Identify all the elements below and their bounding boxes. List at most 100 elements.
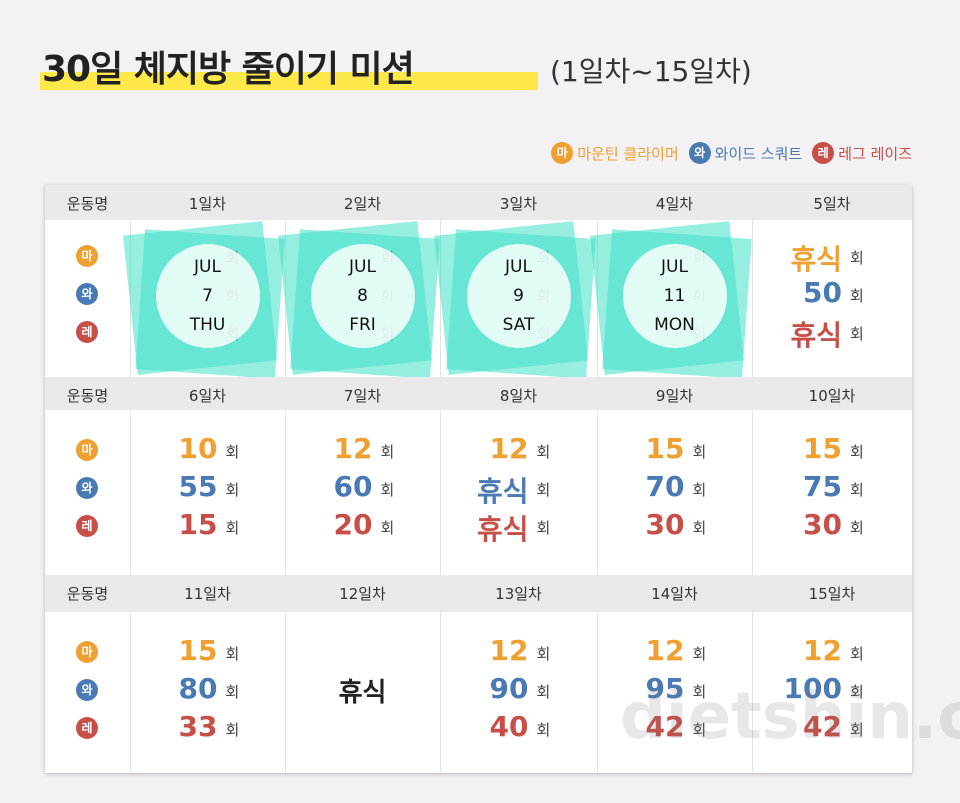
unit: 회 [536,443,551,461]
day-header: 12일차 [339,585,386,603]
unit: 회 [850,325,864,343]
count: 12 [803,634,842,667]
header-cell: 운동명 [66,195,109,213]
legend-label: 와이드 스쿼트 [714,144,803,163]
day-header: 14일차 [651,585,698,603]
unit: 회 [225,443,240,461]
count: 15 [178,634,218,667]
count: 33 [178,710,218,743]
day-header: 6일차 [188,387,227,405]
header-row [45,185,912,220]
count: 42 [645,710,685,743]
header-row [45,377,912,410]
count: 12 [489,432,529,465]
legend-badge: 레 [812,142,835,164]
unit: 회 [225,721,240,739]
header-cell: 운동명 [66,387,109,405]
stamp-weekday: THU [189,315,226,335]
row-badge: 마 [76,439,98,461]
day-header: 7일차 [343,387,382,405]
stamp-month: JUL [194,257,221,277]
unit: 회 [850,249,864,267]
stamp-day: 8 [357,286,368,306]
stamp-month: JUL [349,257,376,277]
unit: 회 [850,481,864,499]
unit: 회 [536,645,551,663]
count: 15 [178,508,218,541]
table: 운동명마와레1일차회회회JUL7THU2일차회회회JUL8FRI3일차회회회JU… [45,185,912,773]
unit: 회 [692,519,707,537]
column-divider [597,185,598,773]
count: 15 [803,432,842,465]
unit: 회 [380,481,395,499]
unit: 회 [850,683,864,701]
day-header: 8일차 [499,387,538,405]
stamp-weekday: SAT [502,315,535,335]
stamp-day: 7 [202,286,213,306]
legend-item: 레 레그 레이즈 [812,142,912,164]
date-stamp: JUL 8 FRI [310,244,415,348]
count: 30 [645,508,685,541]
unit: 회 [225,519,240,537]
date-stamp: JUL 9 SAT [466,244,571,348]
unit: 회 [536,481,551,499]
title-highlight [40,72,538,90]
unit: 회 [225,481,240,499]
count: 15 [645,432,685,465]
stamp-month: JUL [661,257,688,277]
day-header: 11일차 [184,585,231,603]
day-header: 4일차 [655,195,694,213]
unit: 회 [692,721,707,739]
day-header: 10일차 [808,387,856,405]
stamp-weekday: FRI [349,315,376,335]
count: 12 [333,432,373,465]
day-header: 9일차 [655,387,694,405]
unit: 회 [850,721,864,739]
count: 12 [645,634,685,667]
stamp-day: 9 [513,286,524,306]
legend-badge: 와 [688,142,711,164]
count: 휴식 [476,475,529,508]
unit: 회 [850,645,864,663]
header-row [45,575,912,612]
stamp-month: JUL [505,257,532,277]
day-header: 2일차 [343,195,382,213]
row-badge: 레 [76,321,98,343]
legend-label: 레그 레이즈 [838,144,912,163]
unit: 회 [380,519,395,537]
date-stamp: JUL 7 THU [155,244,260,348]
stamp-day: 11 [663,286,686,306]
count: 휴식 [790,243,842,276]
rest: 휴식 [338,678,387,708]
count: 40 [489,710,529,743]
unit: 회 [692,683,707,701]
legend-item: 마 마운틴 클라이머 [551,142,679,164]
day-header: 13일차 [495,585,542,603]
watermark: dietshin.com [620,680,960,754]
header-cell: 운동명 [66,585,109,603]
count: 30 [803,508,842,541]
unit: 회 [692,645,707,663]
row-badge: 레 [76,515,98,537]
unit: 회 [692,481,707,499]
unit: 회 [380,443,395,461]
row-badge: 마 [76,641,98,663]
legend-badge: 마 [551,142,574,164]
count: 80 [178,672,218,705]
count: 100 [783,672,842,705]
column-divider [440,185,441,773]
column-divider [285,185,286,773]
count: 12 [489,634,529,667]
unit: 회 [536,721,551,739]
unit: 회 [536,683,551,701]
count: 42 [803,710,842,743]
legend-item: 와 와이드 스쿼트 [688,142,803,164]
stamp-weekday: MON [654,315,695,335]
count: 50 [803,276,842,309]
unit: 회 [850,287,864,305]
legend-label: 마운틴 클라이머 [577,144,679,163]
row-badge: 레 [76,717,98,739]
count: 70 [645,470,685,503]
unit: 회 [225,683,240,701]
